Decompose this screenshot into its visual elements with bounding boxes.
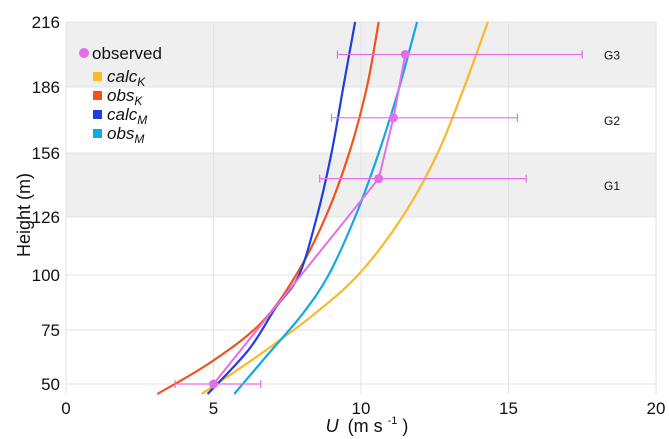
legend-marker-calc-k (93, 72, 102, 81)
group-label-g2: G2 (604, 114, 620, 128)
legend-label-main: calc (107, 105, 138, 124)
x-tick-label: 10 (352, 399, 371, 418)
tick-labels: 0 5 10 15 20 50 75 100 126 156 186 216 (32, 13, 666, 418)
series-line-calc-k (201, 21, 489, 395)
y-tick-label: 186 (32, 78, 60, 97)
y-tick-label: 50 (41, 375, 60, 394)
x-tick-label: 20 (647, 399, 666, 418)
group-labels: G1 G2 G3 (604, 49, 620, 194)
y-tick-label: 216 (32, 13, 60, 32)
x-axis-exponent: -1 (388, 415, 398, 427)
observed-series (174, 50, 583, 389)
y-tick-label: 156 (32, 144, 60, 163)
series-line-obs-k (156, 21, 380, 395)
legend-label-calc-m: calcM (107, 105, 147, 127)
legend-label-main: obs (107, 86, 135, 105)
legend-label-obs-k: obsK (107, 86, 143, 108)
y-tick-label: 126 (32, 208, 60, 227)
y-axis-title: Height (m) (14, 173, 34, 257)
legend-marker-calc-m (93, 110, 102, 119)
legend-marker-obs-k (93, 91, 102, 100)
x-axis-units: (m s (348, 416, 383, 436)
x-axis-title: U (m s -1 ) (326, 408, 409, 436)
x-tick-label: 15 (499, 399, 518, 418)
x-tick-label: 0 (61, 399, 70, 418)
group-label-g3: G3 (604, 49, 620, 63)
legend-label-subscript: K (137, 75, 146, 89)
series-line-calc-m (206, 21, 357, 395)
y-tick-label: 100 (32, 266, 60, 285)
y-tick-label: 75 (41, 321, 60, 340)
x-axis-symbol: U (326, 416, 340, 436)
legend-label-subscript: M (134, 132, 144, 146)
legend-marker-observed (79, 48, 89, 58)
observed-point (400, 50, 410, 59)
legend-label-main: calc (107, 67, 138, 86)
legend-label-main: obs (107, 124, 135, 143)
group-label-g1: G1 (604, 179, 620, 193)
legend-marker-obs-m (93, 129, 102, 138)
legend-label-subscript: M (137, 113, 147, 127)
legend-label-obs-m: obsM (107, 124, 144, 146)
observed-point (209, 379, 218, 389)
legend-label-calc-k: calcK (107, 67, 146, 89)
observed-point (374, 174, 384, 184)
x-axis-close: ) (402, 416, 408, 436)
observed-line (212, 54, 407, 385)
gridlines (65, 21, 657, 394)
observed-point (388, 113, 398, 123)
x-tick-label: 5 (209, 399, 218, 418)
legend-label-subscript: K (134, 94, 143, 108)
legend-label-observed: observed (92, 44, 162, 63)
